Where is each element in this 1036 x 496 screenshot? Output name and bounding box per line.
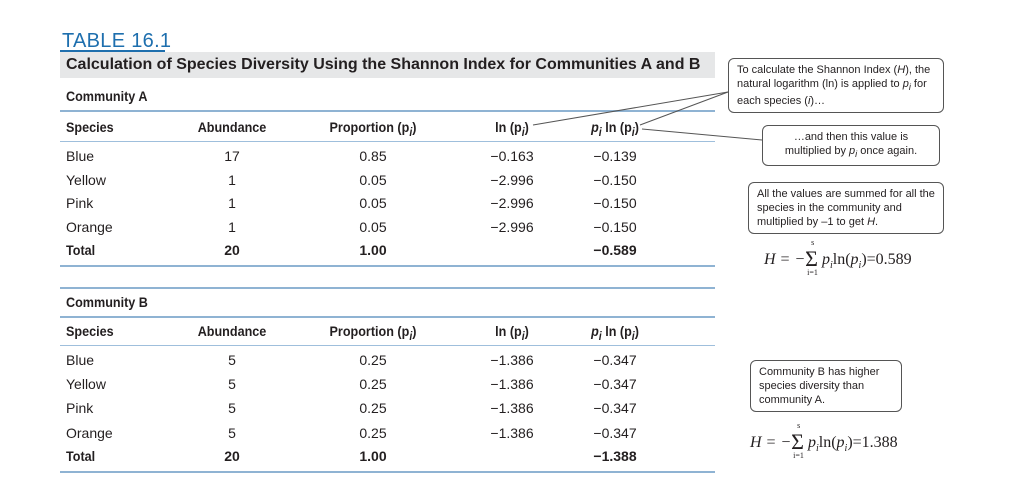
divider bbox=[60, 287, 715, 289]
cell-abundance: 5 bbox=[228, 376, 236, 392]
cell-total-abundance: 20 bbox=[224, 448, 240, 464]
header-proportion: Proportion (pi) bbox=[329, 323, 417, 343]
cell-abundance: 5 bbox=[228, 352, 236, 368]
community-b-label: Community B bbox=[66, 294, 148, 310]
cell-abundance: 1 bbox=[228, 195, 236, 211]
divider bbox=[60, 316, 715, 318]
cell-total-pln: −0.589 bbox=[593, 242, 637, 258]
divider bbox=[60, 141, 715, 142]
cell-ln: −1.386 bbox=[490, 425, 534, 441]
header-species: Species bbox=[66, 119, 114, 135]
header-abundance: Abundance bbox=[197, 323, 267, 339]
cell-total-proportion: 1.00 bbox=[359, 448, 387, 464]
cell-pln: −0.347 bbox=[593, 352, 637, 368]
header-pln: pi ln (pi) bbox=[591, 119, 639, 139]
cell-ln: −1.386 bbox=[490, 352, 534, 368]
cell-proportion: 0.25 bbox=[359, 352, 387, 368]
cell-abundance: 5 bbox=[228, 425, 236, 441]
header-pln: pi ln (pi) bbox=[591, 323, 639, 343]
cell-total-label: Total bbox=[66, 448, 96, 464]
cell-pln: −0.150 bbox=[593, 219, 637, 235]
callout-sum: All the values are summed for all the sp… bbox=[748, 182, 944, 234]
cell-ln: −2.996 bbox=[490, 195, 534, 211]
cell-abundance: 5 bbox=[228, 400, 236, 416]
cell-proportion: 0.05 bbox=[359, 195, 387, 211]
divider bbox=[60, 345, 715, 346]
table-title: Calculation of Species Diversity Using t… bbox=[66, 56, 701, 73]
divider bbox=[60, 471, 715, 473]
cell-proportion: 0.05 bbox=[359, 219, 387, 235]
cell-species: Blue bbox=[66, 352, 95, 368]
cell-species: Orange bbox=[66, 425, 113, 441]
cell-total-abundance: 20 bbox=[224, 242, 240, 258]
cell-abundance: 1 bbox=[228, 172, 236, 188]
cell-total-label: Total bbox=[66, 242, 96, 258]
table-label-underline bbox=[60, 50, 165, 52]
cell-species: Yellow bbox=[66, 376, 106, 392]
header-proportion: Proportion (pi) bbox=[329, 119, 417, 139]
cell-pln: −0.139 bbox=[593, 148, 637, 164]
cell-ln: −0.163 bbox=[490, 148, 534, 164]
divider bbox=[60, 110, 715, 112]
header-species: Species bbox=[66, 323, 114, 339]
cell-pln: −0.150 bbox=[593, 172, 637, 188]
header-ln: ln (pi) bbox=[495, 119, 529, 139]
cell-ln: −2.996 bbox=[490, 172, 534, 188]
divider bbox=[60, 265, 715, 267]
cell-proportion: 0.25 bbox=[359, 400, 387, 416]
cell-total-pln: −1.388 bbox=[593, 448, 637, 464]
cell-abundance: 1 bbox=[228, 219, 236, 235]
cell-proportion: 0.05 bbox=[359, 172, 387, 188]
header-abundance: Abundance bbox=[197, 119, 267, 135]
cell-proportion: 0.25 bbox=[359, 376, 387, 392]
community-a-label: Community A bbox=[66, 88, 148, 104]
title-bar bbox=[60, 52, 715, 78]
cell-species: Blue bbox=[66, 148, 95, 164]
callout-community-b: Community B has higher species diversity… bbox=[750, 360, 902, 412]
cell-pln: −0.347 bbox=[593, 376, 637, 392]
cell-proportion: 0.85 bbox=[359, 148, 387, 164]
cell-pln: −0.347 bbox=[593, 400, 637, 416]
cell-ln: −1.386 bbox=[490, 376, 534, 392]
cell-pln: −0.150 bbox=[593, 195, 637, 211]
cell-pln: −0.347 bbox=[593, 425, 637, 441]
cell-proportion: 0.25 bbox=[359, 425, 387, 441]
table-label: TABLE 16.1 bbox=[62, 30, 172, 52]
cell-ln: −1.386 bbox=[490, 400, 534, 416]
cell-total-proportion: 1.00 bbox=[359, 242, 387, 258]
cell-species: Yellow bbox=[66, 172, 106, 188]
cell-species: Orange bbox=[66, 219, 113, 235]
cell-species: Pink bbox=[66, 195, 94, 211]
header-ln: ln (pi) bbox=[495, 323, 529, 343]
cell-species: Pink bbox=[66, 400, 94, 416]
cell-ln: −2.996 bbox=[490, 219, 534, 235]
callout-multiply: …and then this value is multiplied by pi… bbox=[762, 125, 940, 167]
callout-shannon-intro: To calculate the Shannon Index (H), the … bbox=[728, 58, 944, 114]
cell-abundance: 17 bbox=[224, 148, 240, 164]
